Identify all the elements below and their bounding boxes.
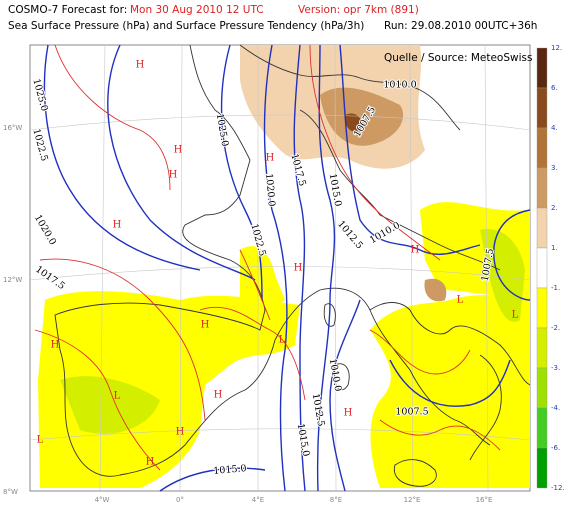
isobar-label: 1007.5	[395, 407, 428, 418]
forecast-time: Mon 30 Aug 2010 12 UTC	[130, 4, 264, 16]
pressure-center: H	[176, 427, 185, 438]
pressure-center: H	[146, 457, 155, 468]
longitude-label: 0°	[176, 496, 184, 504]
yellow-green-area	[480, 229, 525, 322]
scale-label: 1.	[551, 244, 558, 252]
run-time: Run: 29.08.2010 00UTC+36h	[384, 20, 537, 32]
pressure-center: H	[51, 340, 60, 351]
scale-label: -4.	[551, 404, 560, 412]
scale-label: -2.	[551, 324, 560, 332]
pressure-center: L	[114, 391, 121, 402]
longitude-label: 4°E	[252, 496, 264, 504]
latitude-label: 8°W	[3, 488, 18, 496]
pressure-center: H	[113, 220, 122, 231]
isobar-label: 1020.0	[263, 173, 277, 207]
yellow-green-area	[60, 376, 160, 434]
scale-band	[536, 367, 548, 409]
pressure-center: H	[201, 320, 210, 331]
scale-band	[536, 167, 548, 209]
longitude-label: 16°E	[476, 496, 493, 504]
scale-band	[536, 87, 548, 129]
map-area	[29, 44, 531, 492]
scale-band	[536, 407, 548, 449]
source: Quelle / Source: MeteoSwiss	[384, 52, 532, 64]
color-scale: 12. 6. 4. 3. 2. 1. -1. -2. -3. -4. -6. -12.	[536, 44, 565, 492]
scale-label: 6.	[551, 84, 558, 92]
scale-label: -12.	[551, 484, 565, 492]
scale-label: 12.	[551, 44, 562, 52]
pressure-center: H	[136, 60, 145, 71]
pressure-center: L	[37, 435, 44, 446]
pressure-center: L	[512, 310, 519, 321]
pressure-center: H	[169, 170, 178, 181]
scale-band	[536, 47, 548, 89]
yellow-area	[370, 290, 530, 488]
header: COSMO-7 Forecast for: Mon 30 Aug 2010 12…	[8, 4, 537, 64]
pressure-center: L	[457, 295, 464, 306]
pressure-center: L	[279, 335, 286, 346]
longitude-label: 12°E	[404, 496, 421, 504]
pressure-center: H	[174, 145, 183, 156]
pressure-center: H	[411, 245, 420, 256]
longitude-label: 8°E	[330, 496, 342, 504]
longitude-label: 4°W	[95, 496, 110, 504]
pressure-center: H	[214, 390, 223, 401]
scale-label: -6.	[551, 444, 560, 452]
scale-band	[536, 207, 548, 249]
brown-area	[424, 278, 447, 302]
isobar-label: 1010.0	[383, 80, 416, 91]
model-version: Version: opr 7km (891)	[298, 4, 419, 16]
subtitle: Sea Surface Pressure (hPa) and Surface P…	[8, 20, 364, 32]
scale-band	[536, 327, 548, 369]
forecast-label: COSMO-7 Forecast for:	[8, 4, 127, 16]
latitude-label: 16°W	[3, 124, 22, 132]
scale-band	[536, 447, 548, 489]
scale-label: -1.	[551, 284, 560, 292]
pressure-center: H	[294, 263, 303, 274]
scale-band	[536, 247, 548, 289]
scale-band	[536, 127, 548, 169]
brown-area	[344, 113, 362, 132]
scale-label: -3.	[551, 364, 560, 372]
yellow-area	[240, 246, 285, 310]
scale-band	[536, 287, 548, 329]
brown-area	[320, 87, 404, 146]
scale-label: 3.	[551, 164, 558, 172]
isobar-label: 1015.0	[213, 463, 247, 477]
scale-label: 2.	[551, 204, 558, 212]
pressure-center: H	[344, 408, 353, 419]
latitude-label: 12°W	[3, 276, 22, 284]
yellow-area	[38, 291, 300, 488]
pressure-center: H	[266, 153, 275, 164]
scale-label: 4.	[551, 124, 558, 132]
